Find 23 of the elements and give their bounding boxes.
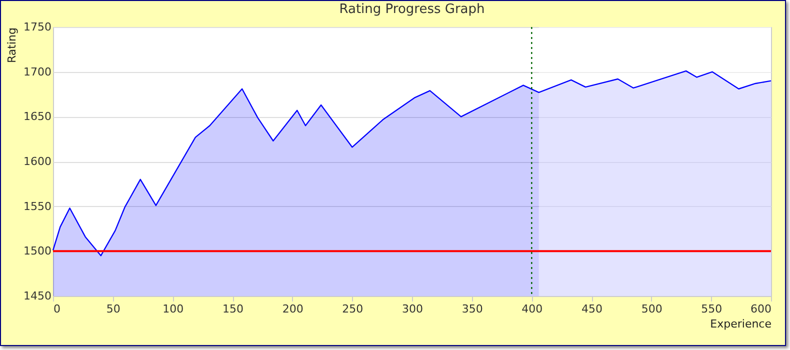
x-tick-label: 450 [582,302,602,316]
x-tick-label: 150 [222,302,244,316]
x-axis-title: Experience [710,318,772,330]
x-tick-label: 250 [342,302,364,316]
y-tick-label: 1750 [24,20,52,34]
y-tick-label: 1500 [24,244,52,258]
x-tick-label: 300 [402,302,423,316]
y-tick-label: 1450 [24,290,52,302]
x-tick-label: 350 [462,302,483,316]
x-tick-label: 400 [522,302,543,316]
x-tick-label: 0 [54,302,60,316]
y-tick-label: 1600 [24,155,52,168]
x-tick-label: 600 [750,302,772,316]
x-tick-label: 50 [106,302,120,316]
x-tick-label: 200 [282,302,304,316]
chart-title: Rating Progress Graph [339,2,485,17]
x-tick-label: 500 [641,302,662,316]
y-tick-label: 1650 [24,110,52,124]
y-axis-title: Rating [6,28,19,63]
x-tick-label: 100 [162,302,184,316]
y-tick-label: 1550 [24,200,52,213]
x-tick-label: 550 [701,302,722,316]
y-tick-label: 1700 [24,65,52,78]
